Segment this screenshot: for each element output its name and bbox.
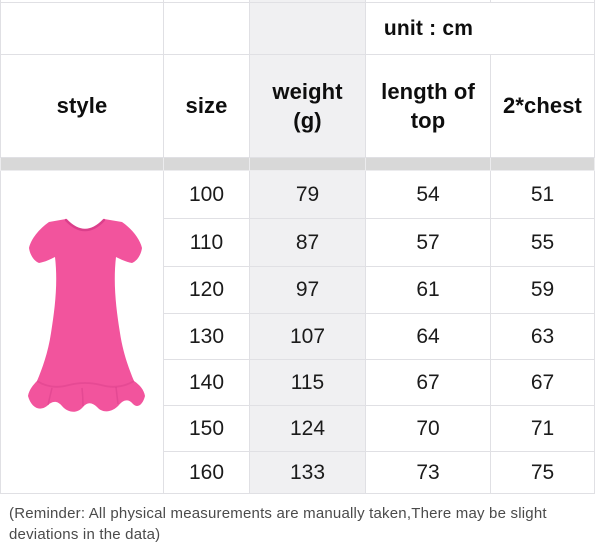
col-header-size: size: [163, 54, 250, 158]
size-row: 110 87 57 55: [1, 218, 595, 267]
divider-segment: [163, 157, 250, 171]
size-row: 120 97 61 59: [1, 266, 595, 314]
dress-neckline: [64, 218, 106, 232]
divider-segment: [0, 157, 164, 171]
dress-body-shape: [28, 219, 145, 412]
chest-cell: 75: [490, 451, 595, 494]
col-header-weight: weight (g): [249, 54, 366, 158]
reminder-line-1: (Reminder: All physical measurements are…: [9, 505, 547, 522]
chest-cell: 63: [490, 313, 595, 360]
weight-cell: 133: [249, 451, 366, 494]
weight-cell: 107: [249, 313, 366, 360]
col-header-chest: 2*chest: [490, 54, 595, 158]
length-cell: 57: [365, 218, 491, 267]
size-cell: 130: [163, 313, 250, 360]
size-row: 130 107 64 63: [1, 313, 595, 360]
empty-cell: [249, 2, 366, 55]
unit-row: unit : cm: [0, 2, 595, 55]
size-row: 160 133 73 75: [1, 451, 595, 494]
length-cell: 67: [365, 359, 491, 406]
product-image-cell: [0, 170, 164, 494]
empty-cell: [163, 2, 250, 55]
chest-cell: 67: [490, 359, 595, 406]
frozen-pane-divider: [0, 157, 595, 171]
size-cell: 100: [163, 170, 250, 219]
empty-cell: [0, 2, 164, 55]
size-row: 100 79 54 51: [0, 170, 595, 494]
unit-banner-label: unit : cm: [383, 16, 474, 40]
divider-segment: [249, 157, 366, 171]
pink-dress-image: [28, 218, 145, 412]
chest-cell: 59: [490, 266, 595, 314]
size-row: 140 115 67 67: [1, 359, 595, 406]
weight-cell: 97: [249, 266, 366, 314]
size-cell: 140: [163, 359, 250, 406]
size-cell: 120: [163, 266, 250, 314]
dress-ruffle-folds: [47, 386, 119, 407]
length-cell: 73: [365, 451, 491, 494]
divider-segment: [490, 157, 595, 171]
length-cell: 54: [365, 170, 491, 219]
weight-cell: 115: [249, 359, 366, 406]
col-header-length: length of top: [365, 54, 491, 158]
reminder-line-2: deviations in the data): [9, 526, 161, 543]
length-cell: 64: [365, 313, 491, 360]
weight-cell: 87: [249, 218, 366, 267]
size-chart-table: unit : cm style size weight (g) length o…: [0, 0, 595, 494]
size-cell: 160: [163, 451, 250, 494]
header-row: style size weight (g) length of top 2*ch…: [0, 54, 595, 158]
unit-banner-cell: unit : cm: [365, 2, 595, 55]
size-row: 150 124 70 71: [1, 405, 595, 452]
weight-cell: 124: [249, 405, 366, 452]
divider-segment: [365, 157, 491, 171]
size-cell: 150: [163, 405, 250, 452]
col-header-style: style: [0, 54, 164, 158]
dress-ruffle-seam: [36, 380, 135, 388]
size-cell: 110: [163, 218, 250, 267]
chest-cell: 51: [490, 170, 595, 219]
length-cell: 61: [365, 266, 491, 314]
length-cell: 70: [365, 405, 491, 452]
reminder-note: (Reminder: All physical measurements are…: [0, 494, 600, 545]
chest-cell: 71: [490, 405, 595, 452]
chest-cell: 55: [490, 218, 595, 267]
weight-cell: 79: [249, 170, 366, 219]
